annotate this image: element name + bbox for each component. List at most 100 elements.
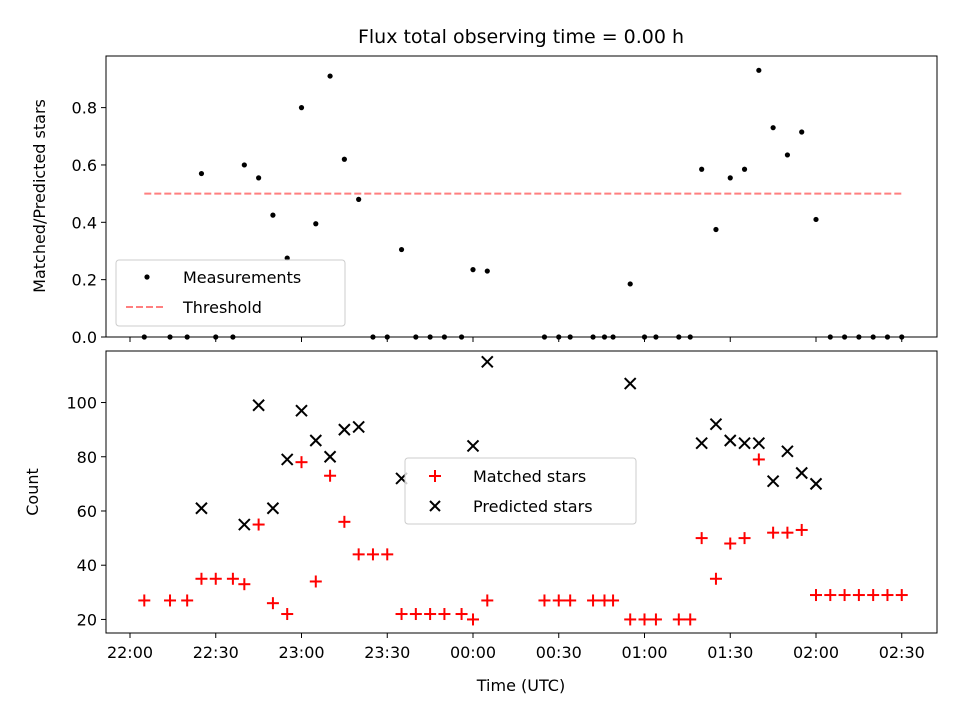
measurement-point <box>284 255 290 261</box>
matched-stars-point <box>838 589 851 602</box>
matched-stars-point <box>455 608 468 621</box>
x-tick-label: 02:00 <box>793 643 839 662</box>
predicted-stars-point <box>309 434 322 447</box>
bottom-legend-box <box>404 457 637 525</box>
matched-stars-point <box>638 613 651 626</box>
predicted-stars-point-b <box>323 450 337 463</box>
matched-stars-point <box>564 594 577 607</box>
x-tick-label: 00:30 <box>536 643 582 662</box>
predicted-stars-point-b <box>752 436 766 450</box>
measurement-point <box>813 216 819 223</box>
predicted-stars-point-b <box>295 404 308 417</box>
predicted-stars-point-b <box>724 434 737 447</box>
predicted-stars-point <box>281 453 294 466</box>
matched-stars-point <box>195 572 208 585</box>
matched-stars-point <box>795 523 808 536</box>
matched-stars-point <box>824 589 837 602</box>
measurement-point <box>313 221 319 227</box>
predicted-stars-point-b <box>266 502 280 515</box>
bottom-panel: 22:00 22:30 23:00 23:30 00:00 00:30 01:00 01:30… <box>66 350 938 662</box>
matched-stars-point <box>767 526 780 539</box>
bottom-legend: Matched stars Predicted stars <box>404 457 637 525</box>
measurement-point <box>484 268 490 274</box>
measurement-point <box>713 226 719 233</box>
predicted-stars-point <box>295 404 308 417</box>
measurement-point <box>327 73 333 79</box>
legend-measurements-marker <box>144 274 150 280</box>
top-legend: Measurements Threshold <box>115 259 346 327</box>
predicted-stars-point <box>266 502 280 515</box>
predicted-stars-point <box>252 399 265 412</box>
predicted-stars-point <box>781 445 794 458</box>
top-panel: 0.0 0.2 0.4 0.6 0.8 <box>72 55 938 347</box>
x-tick-label: 01:30 <box>707 643 753 662</box>
x-axis-label: Time (UTC) <box>476 676 565 695</box>
measurement-point <box>270 212 276 218</box>
matched-stars-point <box>366 548 379 561</box>
bottom-y-tick-label: 40 <box>77 556 97 575</box>
x-tick-label: 02:30 <box>879 643 925 662</box>
predicted-stars-point-b <box>352 420 365 434</box>
matched-stars-point <box>352 548 365 561</box>
measurement-point <box>770 125 776 131</box>
x-tick-label: 22:00 <box>107 643 153 662</box>
matched-stars-point <box>672 613 685 626</box>
matched-stars-point <box>438 608 451 621</box>
predicted-stars-point <box>481 355 494 369</box>
matched-stars-point <box>881 589 894 602</box>
measurement-point <box>470 267 476 273</box>
predicted-stars-point <box>724 434 737 447</box>
legend-matched-marker <box>429 470 441 482</box>
legend-measurements-label: Measurements <box>183 268 301 287</box>
matched-stars-point <box>164 594 177 607</box>
matched-stars-point <box>538 594 551 607</box>
matched-stars-point <box>338 515 351 528</box>
predicted-stars-point-b <box>795 466 808 480</box>
matched-stars-point <box>181 594 194 607</box>
measurement-point <box>727 175 733 181</box>
predicted-stars-point <box>695 436 708 450</box>
predicted-stars-point <box>752 436 766 450</box>
bottom-y-tick-label: 80 <box>77 448 97 467</box>
measurement-point <box>627 281 633 287</box>
matched-stars-point <box>624 613 637 626</box>
matched-stars-point <box>895 589 908 602</box>
measurement-point <box>398 246 405 253</box>
predicted-stars-point-b <box>766 474 780 488</box>
top-y-axis-label: Matched/Predicted stars <box>30 99 49 293</box>
matched-stars-point <box>238 578 251 591</box>
measurement-point <box>756 67 762 73</box>
matched-stars-point <box>607 594 620 607</box>
legend-matched-label: Matched stars <box>473 467 586 486</box>
x-tick-label: 22:30 <box>193 643 239 662</box>
matched-stars-point <box>867 589 880 602</box>
matched-stars-point <box>649 613 662 626</box>
measurement-point <box>741 166 748 172</box>
predicted-stars-point-b <box>338 423 351 436</box>
predicted-stars-point-b <box>252 399 265 412</box>
matched-stars-point <box>424 608 437 621</box>
matched-stars-point <box>709 572 722 585</box>
bottom-y-tick-label: 60 <box>77 502 97 521</box>
matched-stars-point <box>781 526 794 539</box>
matched-stars-point <box>738 532 751 545</box>
top-y-tick-label: 0.0 <box>72 328 97 347</box>
legend-predicted-marker <box>429 500 441 512</box>
measurement-point <box>356 196 362 202</box>
matched-stars-point <box>226 572 239 585</box>
top-y-tick-label: 0.6 <box>72 156 97 175</box>
predicted-stars-point-b <box>624 377 637 390</box>
matched-stars-point <box>281 608 294 621</box>
predicted-stars-point <box>795 466 808 480</box>
matched-stars-point <box>467 613 479 626</box>
x-tick-label: 23:00 <box>278 643 324 662</box>
bottom-plot-frame <box>105 350 938 634</box>
chart-title: Flux total observing time = 0.00 h <box>358 26 684 48</box>
measurement-point <box>198 170 205 177</box>
predicted-stars-point-b <box>238 518 251 531</box>
predicted-stars-point <box>238 518 251 531</box>
measurement-point <box>298 105 305 111</box>
matched-stars-point <box>724 537 737 550</box>
matched-stars-point <box>395 608 408 621</box>
